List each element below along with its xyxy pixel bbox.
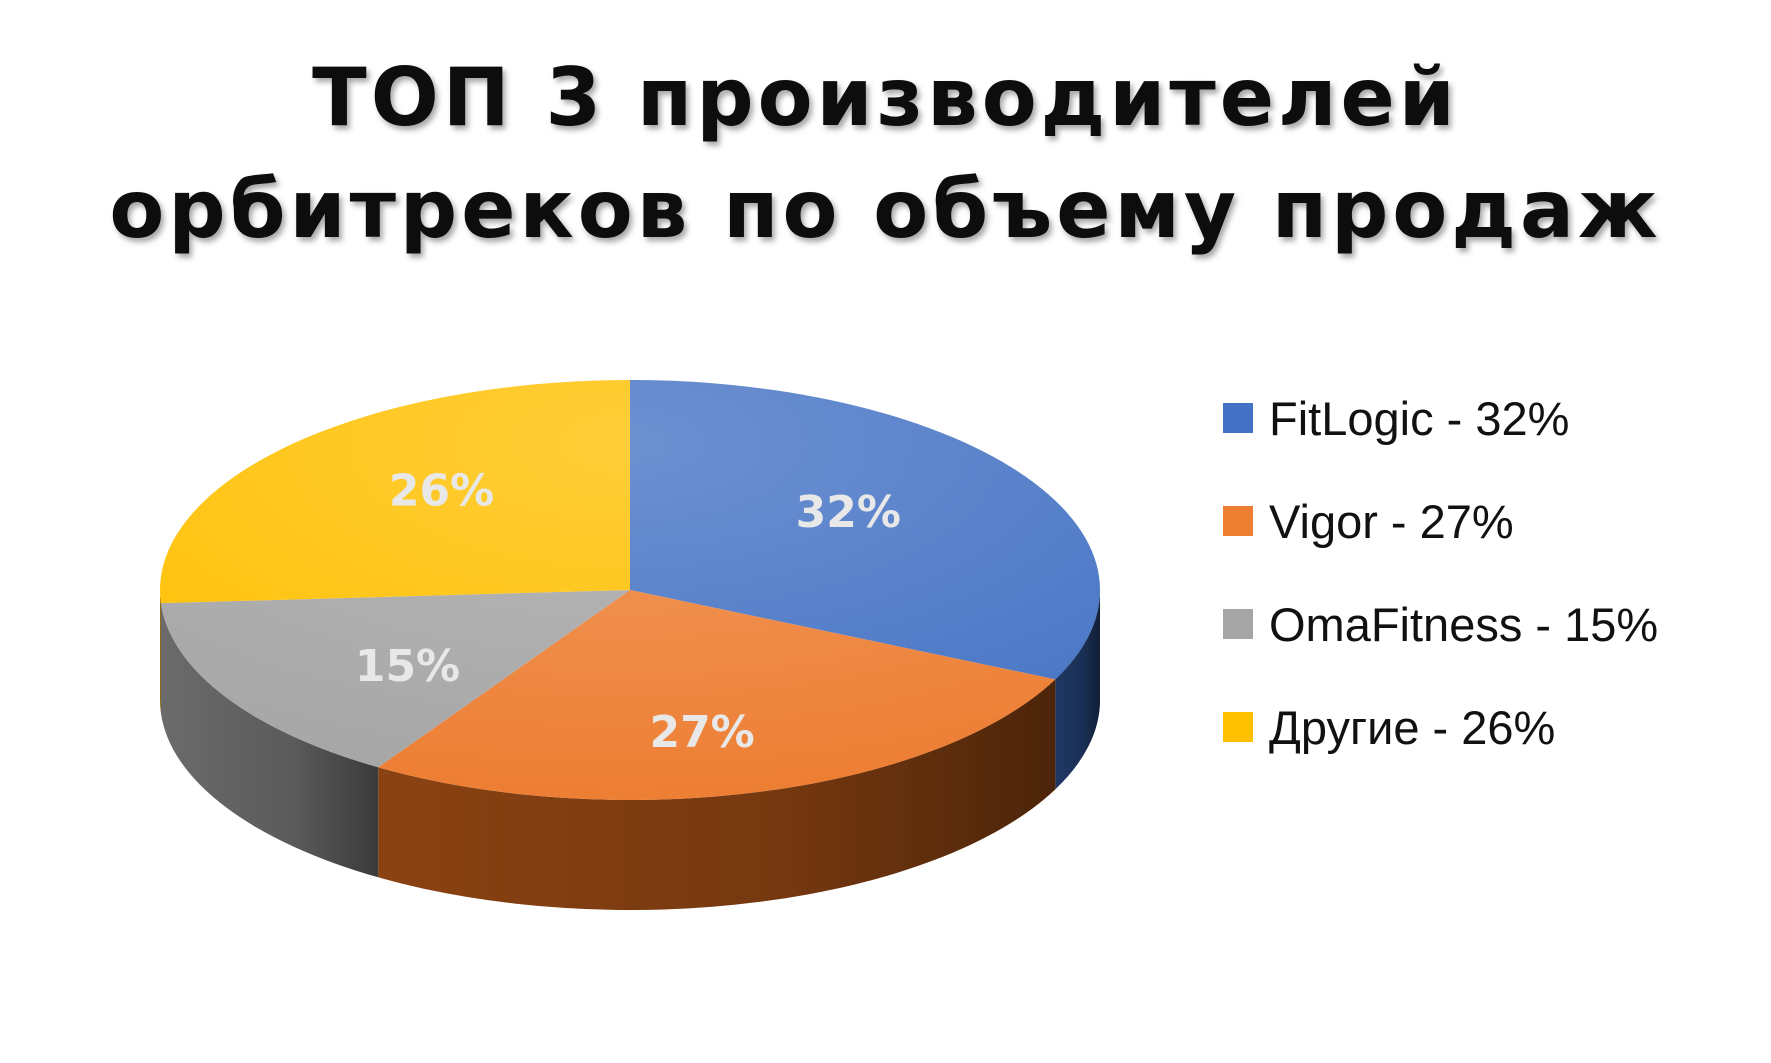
legend-swatch [1223,609,1253,639]
data-label-fitlogic: 32% [796,487,901,538]
legend-swatch [1223,506,1253,536]
data-label-omafitness: 15% [355,641,460,692]
legend-item-fitlogic: FitLogic - 32% [1223,388,1569,448]
legend-label: Vigor - 27% [1269,494,1514,548]
data-label-vigor: 27% [649,707,754,758]
legend-label: Другие - 26% [1269,700,1556,754]
legend-item-omafitness: OmaFitness - 15% [1223,594,1658,654]
legend-swatch [1223,712,1253,742]
legend-swatch [1223,403,1253,433]
data-label-другие: 26% [389,465,494,516]
pie-top-highlight [160,380,1100,800]
pie-side-shade-fitlogic [1055,590,1100,790]
legend-item-vigor: Vigor - 27% [1223,491,1514,551]
chart-title-line-1: ТОП 3 производителей [312,51,1459,144]
chart-title-line-2: орбитреков по объему продаж [109,163,1662,256]
legend-label: OmaFitness - 15% [1269,597,1659,651]
pie-side-shade-omafitness [160,603,379,878]
legend-item-другие: Другие - 26% [1223,697,1555,757]
legend-label: FitLogic - 32% [1269,391,1570,445]
pie-side-shade-другие [160,590,161,714]
pie-side-shade-vigor [378,679,1056,910]
